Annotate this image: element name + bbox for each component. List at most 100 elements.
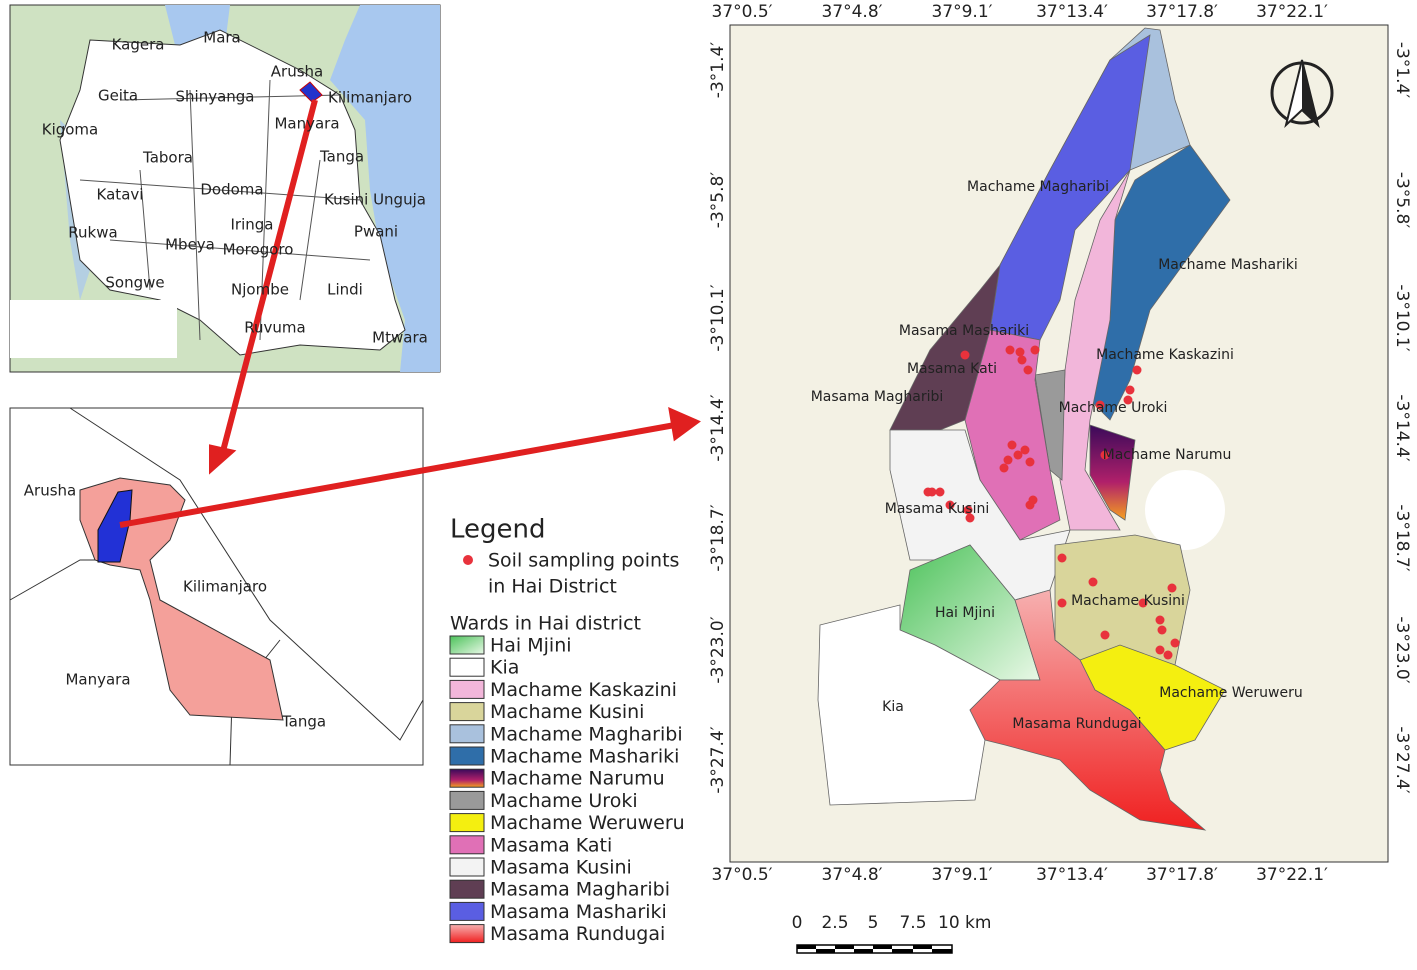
sampling-point [1125,385,1135,395]
lat-label: -3°27.4′ [1392,726,1412,793]
ward-area [989,34,1151,341]
sampling-point [1138,598,1148,608]
legend-swatch [449,635,485,655]
sampling-point [1005,345,1015,355]
lat-label: -3°27.4′ [708,726,728,793]
sampling-point [923,487,933,497]
legend-label: Machame Uroki [490,790,638,812]
legend-swatch [449,702,485,722]
legend-swatch [449,679,485,699]
region-label: Lindi [327,281,363,299]
ward-label: Machame Magharibi [967,179,1109,195]
kilimanjaro [79,477,284,721]
region-label: Manyara [274,115,339,133]
region-label: Kilimanjaro [328,89,412,107]
region-label: Ruvuma [244,319,305,337]
legend-label: Masama Mashariki [490,901,667,923]
region-label: Manyara [65,671,130,689]
sampling-point [1155,645,1165,655]
ward-label: Machame Narumu [1103,447,1232,463]
sampling-point [1123,395,1133,405]
legend-label: Kia [490,657,519,679]
sampling-point [1155,615,1165,625]
lon-label: 37°0.5′ [711,865,772,885]
sampling-point [1095,400,1105,410]
lon-label: 37°13.4′ [1036,865,1108,885]
ward-label: Machame Uroki [1059,400,1168,416]
scale-label: 7.5 [899,913,926,933]
region-label: Mbeya [165,236,215,254]
sampling-point [1030,345,1040,355]
legend-swatch [449,790,485,810]
sampling-point [1157,625,1167,635]
region-label: Tanga [319,148,364,166]
region-label: Njombe [231,281,289,299]
lat-label: -3°18.7′ [708,504,728,571]
lat-label: -3°1.4′ [1392,42,1412,98]
sampling-point [1017,355,1027,365]
sampling-point [1057,553,1067,563]
region-label: Kusini Unguja [324,191,426,209]
ward-area [1059,169,1131,531]
sampling-point [963,505,973,515]
lon-label: 37°17.8′ [1146,865,1218,885]
region-label: Tabora [142,149,193,167]
sampling-point [1025,457,1035,467]
north-arrow [1270,59,1334,129]
legend-swatch [449,724,485,744]
sampling-point [1100,630,1110,640]
sampling-points [923,345,1180,660]
legend-label: Machame Mashariki [490,746,679,768]
region-label: Mtwara [372,329,428,347]
sampling-point [1132,365,1142,375]
ward-label: Masama Mashariki [899,323,1029,339]
legend-swatch [449,746,485,766]
ward-label: Hai Mjini [935,605,995,621]
legend-swatch [449,924,485,944]
legend-label: Masama Magharibi [490,879,670,901]
ward-label: Machame Kaskazini [1096,347,1234,363]
region-label: Shinyanga [176,88,255,106]
lon-label: 37°9.1′ [931,2,992,22]
arrows [119,99,701,528]
ward-label: Machame Kusini [1071,593,1185,609]
overview-map [9,4,441,373]
lat-label: -3°14.4′ [1392,394,1412,461]
sampling-point [1025,500,1035,510]
ward-area [1089,424,1136,521]
sampling-point [945,500,955,510]
sampling-point [1013,450,1023,460]
lat-label: -3°10.1′ [708,284,728,351]
region-label: Kagera [112,36,165,54]
lon-label: 37°4.8′ [821,865,882,885]
ward-map [729,24,1389,863]
ward-label: Machame Weruweru [1159,685,1302,701]
cloud-patch [1145,470,1225,550]
lat-label: -3°1.4′ [708,42,728,98]
lon-label: 37°4.8′ [821,2,882,22]
legend-label: in Hai District [488,576,617,598]
region-label: Songwe [105,274,164,292]
legend: Legend Soil sampling points in Hai Distr… [450,515,679,635]
ward-area [969,589,1207,831]
ward-label: Masama Rundugai [1012,716,1141,732]
legend-swatch [449,879,485,899]
lat-label: -3°5.8′ [708,172,728,228]
scale-label: 0 [792,913,803,933]
sampling-point [1170,638,1180,648]
ward-area [1089,144,1231,421]
legend-label: Machame Narumu [490,768,665,790]
region-label: Katavi [97,186,144,204]
region-label: Mara [203,29,241,47]
legend-label: Machame Magharibi [490,723,683,745]
legend-label: Masama Kusini [490,857,632,879]
lat-label: -3°14.4′ [708,394,728,461]
scale-bar [796,944,953,954]
legend-label: Machame Kaskazini [490,679,677,701]
region-label: Iringa [231,216,274,234]
sampling-point [999,463,1009,473]
sea [330,5,440,372]
region-label: Tanga [281,713,326,731]
lon-label: 37°0.5′ [711,2,772,22]
lon-label: 37°22.1′ [1256,865,1328,885]
